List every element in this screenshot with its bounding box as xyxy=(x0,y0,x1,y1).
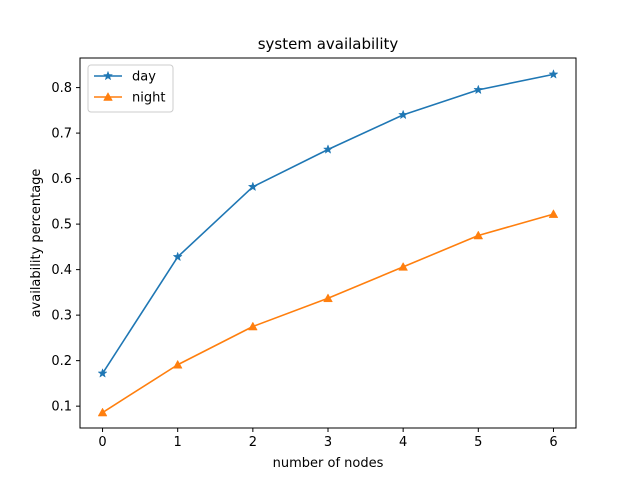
y-tick-label: 0.1 xyxy=(51,400,72,415)
y-axis-label: availability percentage xyxy=(29,169,44,318)
data-point-day xyxy=(172,251,183,262)
x-axis: 0 1 2 3 4 5 6 xyxy=(98,428,558,450)
series-layer xyxy=(97,69,559,417)
y-tick-label: 0.5 xyxy=(51,218,72,233)
legend-marker-day xyxy=(102,70,114,81)
chart-title: system availability xyxy=(258,35,399,53)
data-point-night xyxy=(172,359,183,369)
y-tick-label: 0.8 xyxy=(51,81,72,96)
y-tick-label: 0.2 xyxy=(51,354,72,369)
x-tick-label: 0 xyxy=(98,435,106,450)
data-point-night xyxy=(398,261,408,271)
legend: day night xyxy=(87,64,174,113)
x-tick-label: 4 xyxy=(399,435,407,450)
data-point-night xyxy=(323,293,333,303)
data-point-night xyxy=(473,230,484,240)
x-tick-label: 1 xyxy=(174,435,182,450)
x-tick-label: 2 xyxy=(249,435,257,450)
data-point-day xyxy=(548,69,559,79)
legend-label-night: night xyxy=(132,91,165,106)
legend-label-day: day xyxy=(132,70,156,85)
data-point-day xyxy=(473,84,484,95)
data-point-day xyxy=(322,144,334,154)
y-axis: 0.1 0.2 0.3 0.4 0.5 0.6 0.7 0.8 xyxy=(51,81,80,415)
data-point-night xyxy=(248,321,258,331)
legend-marker-night xyxy=(103,92,113,101)
x-tick-label: 5 xyxy=(474,435,482,450)
y-tick-label: 0.3 xyxy=(51,309,72,324)
x-tick-label: 6 xyxy=(549,435,557,450)
y-tick-label: 0.4 xyxy=(51,263,72,278)
data-point-night xyxy=(548,209,559,218)
y-tick-label: 0.7 xyxy=(51,127,72,142)
data-point-day xyxy=(97,368,108,378)
data-point-night xyxy=(97,407,108,417)
data-point-day xyxy=(247,181,258,192)
y-tick-label: 0.6 xyxy=(51,172,72,187)
x-tick-label: 3 xyxy=(324,435,332,450)
plot-area xyxy=(80,58,576,428)
data-point-day xyxy=(398,109,409,120)
x-axis-label: number of nodes xyxy=(273,456,384,471)
